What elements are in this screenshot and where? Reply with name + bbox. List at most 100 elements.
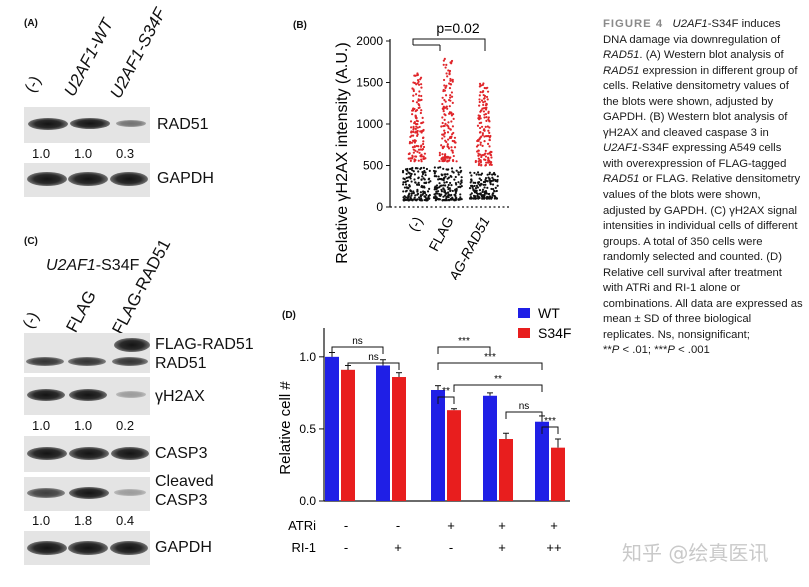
b-point-low [438,194,441,197]
b-point-low [474,186,478,190]
b-point-high [451,151,454,154]
b-point-low [492,171,496,175]
b-point-high [438,151,441,154]
b-point-low [403,199,406,202]
b-point-high [488,145,491,148]
blot-a-rad51 [24,107,150,143]
b-point-high [476,139,479,143]
d-legend-swatch-WT [518,308,530,318]
b-point-low [489,197,492,200]
b-point-high [450,59,454,63]
b-point-high [411,87,414,90]
b-point-high [441,153,444,156]
b-point-high [449,79,452,82]
b-point-high [447,138,450,141]
b-category-label: FLAG [425,214,456,254]
b-point-high [444,100,447,103]
panel-c-lane-flag-rad51: FLAG-RAD51 [108,236,175,338]
b-point-low [473,184,476,188]
b-point-low [482,183,485,186]
b-point-low [496,175,499,178]
band-label-rad51-a: RAD51 [157,116,209,133]
d-ri1-cell: ++ [546,540,561,555]
b-point-low [410,192,413,195]
b-point-low [413,173,416,176]
b-point-high [409,159,412,162]
b-point-low [470,174,473,177]
b-point-low [425,199,428,202]
b-point-low [445,197,448,201]
b-point-high [488,136,491,139]
panel-a-lane-neg: (-) [22,73,45,96]
b-point-low [404,190,408,193]
b-point-low [422,185,426,188]
b-point-low [469,184,473,187]
b-point-high [419,78,422,81]
d-sig-label: *** [458,336,470,347]
b-point-low [408,192,411,195]
b-point-high [478,126,482,130]
b-point-high [415,125,418,128]
b-point-high [451,158,455,162]
b-point-high [482,82,485,85]
b-point-high [452,154,455,158]
b-point-high [477,157,480,160]
d-legend-label: WT [538,305,560,321]
dens-a-2: 1.0 [74,146,93,161]
b-point-low [493,197,496,200]
b-point-high [487,129,490,132]
d-sig-bracket [347,362,400,370]
b-point-low [483,186,486,189]
b-point-high [418,125,421,129]
d-sig-label: ns [519,401,530,412]
b-point-high [450,146,453,149]
b-point-high [416,122,419,126]
b-point-low [492,188,495,191]
b-point-low [488,195,491,198]
b-point-low [450,175,453,178]
chart-d: Relative cell # 0.00.51.0 nsns**********… [277,305,571,555]
b-point-high [442,110,445,113]
b-point-low [417,183,421,186]
b-point-low [421,170,424,174]
b-point-low [455,183,458,186]
b-point-low [428,187,431,191]
b-point-high [486,125,489,128]
b-point-high [446,124,449,127]
b-point-low [492,178,495,181]
b-point-low [460,179,463,182]
d-ri1-cell: + [498,540,506,555]
b-point-high [413,122,416,125]
b-point-low [469,171,472,174]
b-point-high [443,118,446,121]
b-point-high [410,141,414,144]
b-point-low [494,186,497,189]
panel-c-lane-neg: (-) [20,309,43,332]
b-point-low [484,176,488,180]
b-point-low [425,193,428,197]
blot-c-h2ax [24,377,150,415]
b-point-low [469,193,472,196]
b-point-low [422,166,425,169]
d-bar-S34F [551,447,565,501]
b-point-low [496,184,499,187]
b-point-high [441,156,445,159]
b-point-high [419,130,422,133]
b-point-high [415,101,419,104]
b-point-low [437,166,440,169]
b-point-low [443,181,446,184]
b-point-low [478,177,481,180]
b-point-high [418,94,421,97]
b-point-high [423,152,427,155]
b-point-high [441,116,444,119]
b-point-high [444,66,447,69]
b-point-high [452,131,455,135]
b-point-high [481,91,484,94]
b-point-high [412,107,415,110]
dens-a-3: 0.3 [116,146,135,161]
b-point-high [453,136,457,139]
b-point-low [454,191,457,195]
b-point-low [438,182,441,185]
b-point-high [478,121,481,125]
b-point-low [491,183,495,186]
